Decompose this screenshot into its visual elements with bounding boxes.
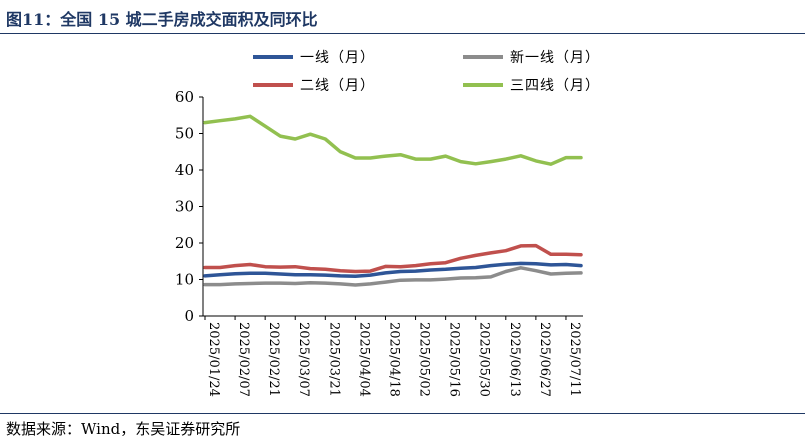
- x-tick-label: 2025/06/13: [507, 322, 522, 397]
- x-tick-label: 2025/02/21: [266, 322, 281, 397]
- series-lines: [203, 114, 583, 287]
- series-line: [203, 266, 583, 287]
- series-line: [203, 243, 583, 274]
- y-tick-label: 20: [175, 234, 194, 252]
- y-tick-label: 40: [175, 161, 194, 179]
- x-tick-label: 2025/05/02: [417, 322, 432, 397]
- chart-legend: 一线（月） 新一线（月） 二线（月） 三四线（月）: [253, 50, 600, 94]
- x-tick-label: 2025/05/30: [477, 322, 492, 397]
- series-line: [203, 114, 583, 166]
- legend-label: 一线（月）: [300, 50, 375, 66]
- series-line: [203, 261, 583, 278]
- x-tick-label: 2025/02/07: [236, 322, 251, 397]
- legend-label: 新一线（月）: [510, 50, 600, 66]
- source-note: 数据来源：Wind，东吴证券研究所: [6, 420, 241, 438]
- x-tick-label: 2025/03/21: [326, 322, 341, 397]
- title-divider: [0, 33, 805, 34]
- y-tick-label: 10: [175, 271, 194, 289]
- y-tick-label: 60: [175, 88, 194, 106]
- x-tick-label: 2025/05/16: [447, 322, 462, 397]
- source-divider: [0, 413, 805, 414]
- x-tick-label: 2025/06/27: [537, 322, 552, 397]
- x-tick-label: 2025/03/07: [296, 322, 311, 397]
- x-tick-label: 2025/01/24: [206, 322, 221, 397]
- line-chart: 0 10 20 30 40 50 60 2025/01/24 2025/02/07 2025/02…: [175, 50, 600, 397]
- x-tick-label: 2025/04/18: [386, 322, 401, 397]
- figure-title: 图11：全国 15 城二手房成交面积及同环比: [6, 10, 318, 29]
- y-tick-label: 30: [175, 198, 194, 216]
- chart-axes: 0 10 20 30 40 50 60 2025/01/24 2025/02/07 2025/02…: [175, 88, 583, 397]
- y-tick-label: 0: [184, 307, 194, 325]
- x-tick-label: 2025/07/11: [567, 322, 582, 397]
- x-tick-label: 2025/04/04: [356, 322, 371, 397]
- legend-label: 三四线（月）: [510, 78, 600, 94]
- y-tick-label: 50: [175, 125, 194, 143]
- legend-label: 二线（月）: [300, 78, 375, 94]
